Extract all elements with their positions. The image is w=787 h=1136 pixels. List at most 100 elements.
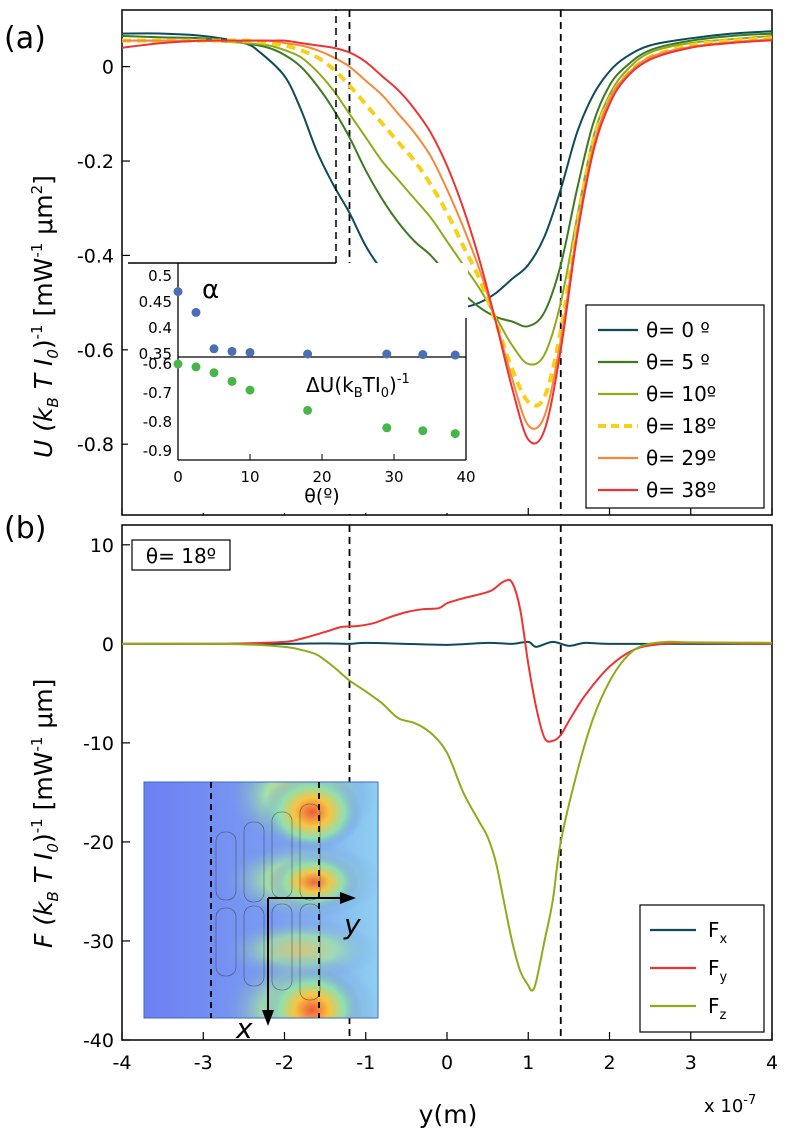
inset-x-tick-label: 0 [173, 468, 183, 486]
panel-a-legend-items: θ= 0 º θ= 5 º θ= 10º θ= 18º θ= 29º θ= 38º [598, 318, 716, 502]
inset-alpha-point [418, 350, 428, 360]
panel-a-legend: θ= 0 º θ= 5 º θ= 10º θ= 18º θ= 29º θ= 38º [585, 304, 765, 509]
inset-points [173, 287, 460, 439]
inset-alpha-point [227, 346, 237, 356]
panel-b: (b) 100-10-20-30-40 -4 -3 -2 -1 0 1 2 3 4 θ= 18º [4, 511, 778, 1129]
field-map-y-arrowhead [340, 892, 356, 904]
inset-alpha-point [245, 347, 255, 357]
panel-b-series-line-0 [122, 640, 772, 648]
panel-b-y-tick-label: 0 [102, 634, 114, 656]
inset-alpha-point [191, 307, 201, 317]
panel-a-y-tick-label: -0.2 [77, 151, 114, 173]
inset-delta-u-label: ΔU(kBTI0)-1 [306, 372, 410, 401]
panel-b-x-tick-label: -1 [356, 1052, 375, 1074]
panel-b-dashed-lines [348, 525, 562, 1040]
panel-b-y-tick-label: -40 [83, 1030, 114, 1052]
inset-du-tick-label: -0.7 [143, 384, 172, 402]
x-multiplier: x 10-7 [704, 1093, 756, 1117]
panel-a: (a) 0 -0.2 -0.4 -0.6 -0.8 U (kB T I0)-1 [mW-… [4, 9, 773, 516]
inset-du-tick-label: -0.8 [143, 413, 172, 431]
panel-b-y-axis-label: F (kB T I0)-1 [mW-1 μm] [28, 679, 62, 948]
panel-a-legend-label: θ= 0 º [646, 318, 710, 342]
panel-b-legend-label: Fx [708, 918, 728, 947]
panel-b-y-tick-label: 10 [90, 535, 114, 557]
field-map-y-label: y [343, 908, 361, 941]
theta-box-label: θ= 18º [146, 544, 216, 568]
panel-b-x-tick-label: -2 [275, 1052, 294, 1074]
panel-b-x-ticks: -4 -3 -2 -1 0 1 2 3 4 [113, 1032, 778, 1074]
theta-box [131, 539, 231, 571]
inset-alpha-point [173, 287, 183, 297]
inset-alpha-label: α [202, 275, 219, 305]
inset-x-tick-label: 20 [312, 468, 331, 486]
panel-a-y-tick-label: -0.8 [77, 434, 114, 456]
inset-alpha-point [209, 344, 219, 354]
inset-alpha-point [382, 349, 392, 359]
inset-alpha-point [450, 350, 460, 360]
panel-a-label: (a) [4, 21, 46, 56]
panel-b-x-tick-label: -4 [113, 1052, 132, 1074]
inset-du-tick-label: -0.6 [143, 355, 172, 373]
inset-x-tick-label: 10 [240, 468, 259, 486]
panel-b-label: (b) [4, 511, 46, 546]
panel-b-x-tick-label: 0 [441, 1052, 453, 1074]
inset-alpha-tick-label: 0.5 [148, 267, 172, 285]
panel-b-x-axis-label: y(m) [419, 1100, 478, 1129]
panel-b-legend: Fx Fy Fz [639, 904, 765, 1033]
panel-a-series-line-2 [122, 34, 773, 366]
inset-du-point [418, 426, 428, 436]
panel-b-y-tick-label: -30 [83, 931, 114, 953]
panel-b-legend-items: Fx Fy Fz [650, 918, 728, 1023]
panel-b-series-line-2 [121, 640, 773, 992]
inset-du-point [303, 405, 313, 415]
panel-a-legend-label: θ= 10º [646, 382, 716, 406]
panel-a-y-axis-label: U (kB T I0)-1 [mW-1 μm2] [28, 175, 62, 458]
panel-a-legend-label: θ= 38º [646, 478, 716, 502]
panel-a-series-line-4 [122, 38, 773, 430]
inset-du-point [209, 368, 219, 378]
panel-b-x-tick-label: 2 [603, 1052, 615, 1074]
field-map-x-arrowhead [262, 1010, 274, 1026]
panel-a-legend-box [585, 304, 765, 509]
inset-x-tick-label: 30 [384, 468, 403, 486]
panel-b-x-tick-label: 1 [522, 1052, 534, 1074]
inset-x-axis-label: θ(º) [304, 485, 339, 507]
panel-b-y-tick-label: -10 [83, 733, 114, 755]
panel-a-y-tick-label: 0 [102, 57, 114, 79]
field-map-border [143, 781, 379, 1019]
inset-background [128, 263, 468, 513]
inset-chart: α ΔU(kBTI0)-1 0 10 20 30 400.50.450.40.35-0.… [128, 10, 476, 513]
inset-du-point [450, 429, 460, 439]
panel-b-x-tick-label: -3 [194, 1052, 213, 1074]
inset-du-point [382, 423, 392, 433]
inset-du-point [173, 359, 183, 369]
inset-du-tick-label: -0.9 [143, 442, 172, 460]
inset-du-point [227, 376, 237, 386]
panel-b-y-ticks: 10 0 -10 -20 -30 -40 [83, 535, 130, 1052]
panel-a-series-line-5 [121, 39, 773, 445]
field-map-x-label: x [235, 1012, 253, 1045]
panel-b-x-tick-label: 4 [766, 1052, 778, 1074]
panel-a-legend-label: θ= 29º [646, 446, 716, 470]
panel-b-legend-label: Fy [708, 956, 728, 985]
panel-b-series-lines [121, 578, 773, 992]
inset-alpha-point [303, 349, 313, 359]
panel-b-legend-label: Fz [708, 994, 727, 1023]
inset-alpha-tick-label: 0.45 [139, 293, 172, 311]
inset-alpha-tick-label: 0.35 [139, 345, 172, 363]
panel-a-y-tick-label: -0.6 [77, 340, 114, 362]
inset-du-point [245, 385, 255, 395]
panel-a-legend-label: θ= 5 º [646, 350, 710, 374]
panel-b-y-tick-label: -20 [83, 832, 114, 854]
inset-du-point [191, 362, 201, 372]
inset-ticks: 0 10 20 30 40 0.5 0.45 0.4 0.35-0.6 -0.7 -0.8 -0.9 [139, 267, 476, 486]
panel-a-y-tick-label: -0.4 [77, 245, 114, 267]
panel-b-x-tick-label: 3 [685, 1052, 697, 1074]
inset-x-tick-label: 40 [456, 468, 475, 486]
panel-a-legend-label: θ= 18º [646, 414, 716, 438]
inset-alpha-tick-label: 0.4 [148, 319, 172, 337]
panel-b-series-line-1 [121, 578, 773, 743]
panel-a-y-ticks: 0 -0.2 -0.4 -0.6 -0.8 [77, 57, 773, 515]
field-map-inset: x y [143, 781, 379, 1045]
